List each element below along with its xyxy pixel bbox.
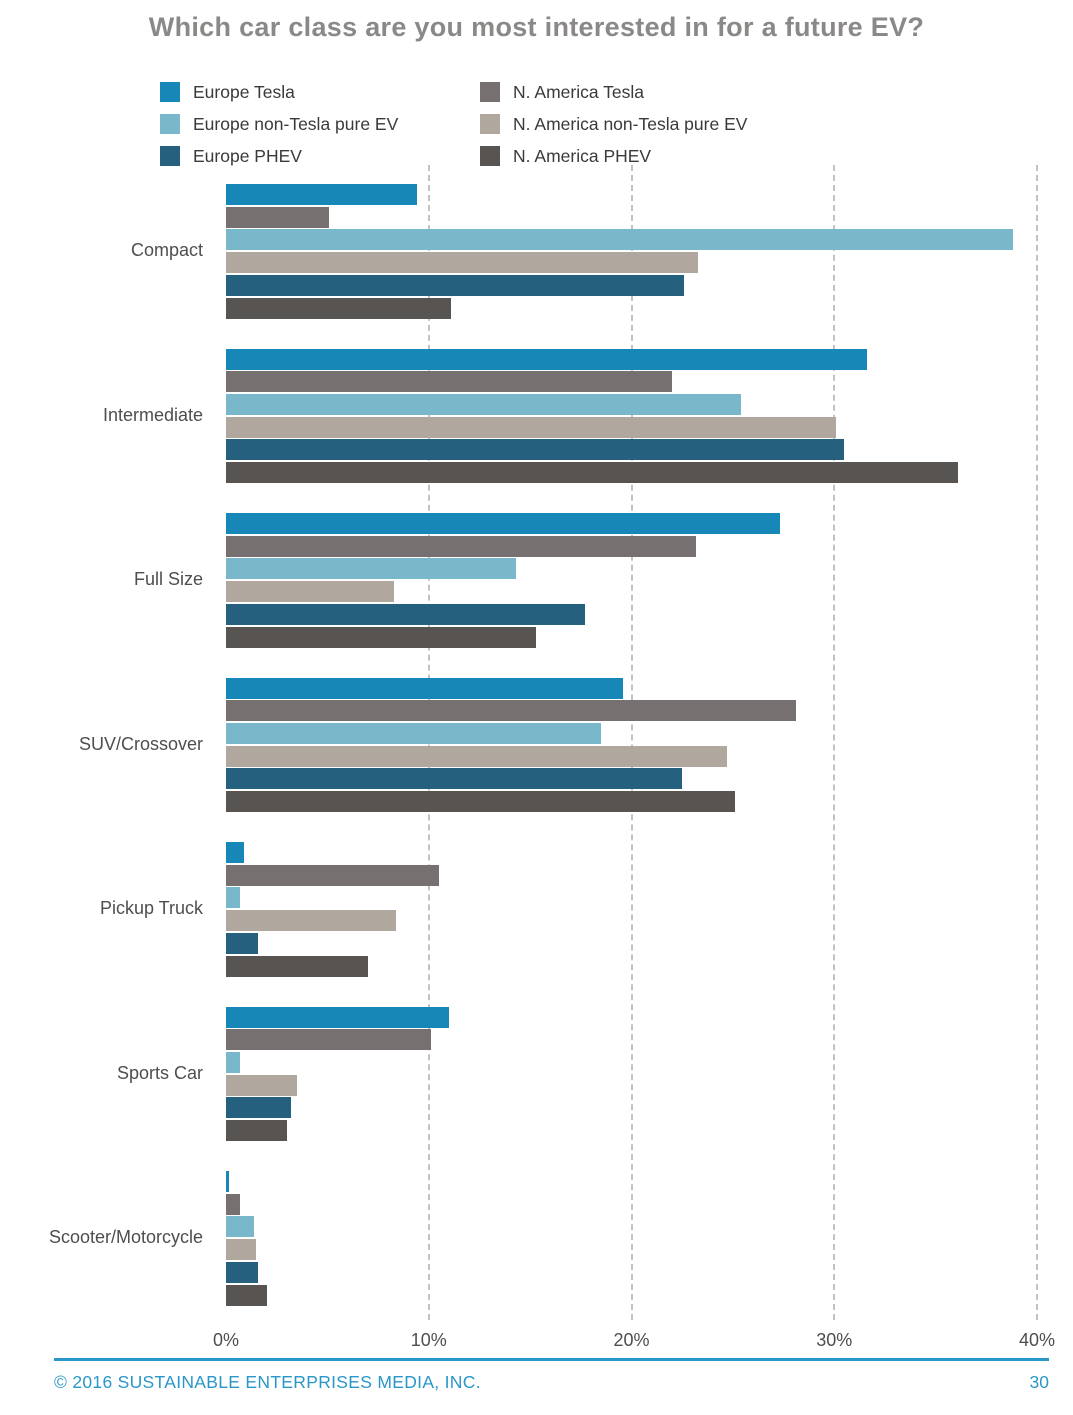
bar: [226, 910, 397, 932]
x-tick-label: 30%: [816, 1330, 853, 1350]
legend-label: N. America non-Tesla pure EV: [513, 113, 748, 134]
legend-swatch: [160, 114, 180, 134]
bar: [226, 1171, 230, 1192]
legend-item: Europe PHEV: [160, 146, 302, 166]
bar: [226, 1216, 255, 1238]
bar: [226, 184, 417, 205]
legend-item: N. America non-Tesla pure EV: [480, 114, 747, 134]
x-tick-label: 0%: [212, 1330, 239, 1350]
category-label: Scooter/Motorcycle: [48, 1227, 203, 1247]
legend-label: Europe Tesla: [193, 81, 295, 102]
bar: [226, 626, 537, 648]
x-tick-label: 20%: [613, 1330, 650, 1350]
gridline: [833, 165, 836, 1320]
legend-swatch: [160, 146, 180, 166]
bar: [226, 274, 685, 296]
x-tick-label: 10%: [410, 1330, 447, 1350]
bar: [226, 700, 796, 722]
legend-swatch: [480, 82, 500, 102]
bar: [226, 462, 958, 483]
bar: [226, 603, 585, 625]
bar: [226, 229, 1013, 251]
page-number: 30: [1029, 1372, 1049, 1392]
category-label: Full Size: [133, 569, 203, 589]
legend-label: Europe PHEV: [193, 145, 302, 166]
bar: [226, 558, 516, 580]
category-label: Intermediate: [102, 404, 203, 425]
bar: [226, 252, 699, 274]
chart-title: Which car class are you most interested …: [148, 12, 925, 42]
legend-item: N. America PHEV: [480, 146, 651, 166]
legend-label: Europe non-Tesla pure EV: [193, 113, 399, 134]
gridline: [1036, 165, 1038, 1320]
bar: [226, 1193, 241, 1215]
bar: [226, 393, 741, 415]
bar: [226, 768, 683, 790]
bar: [226, 1120, 287, 1141]
bar: [226, 371, 673, 393]
bar: [226, 791, 735, 812]
bar: [226, 955, 368, 977]
bar: [226, 581, 395, 603]
bar: [226, 535, 697, 557]
bar: [226, 1239, 257, 1261]
bar: [226, 206, 330, 228]
legend-item: Europe non-Tesla pure EV: [160, 114, 398, 134]
bar: [226, 932, 259, 954]
bar: [226, 842, 245, 863]
bar: [226, 1006, 450, 1028]
category-label: Sports Car: [116, 1062, 203, 1083]
category-label: SUV/Crossover: [78, 733, 203, 754]
bar: [226, 1284, 267, 1306]
bar: [226, 722, 602, 744]
legend-label: N. America PHEV: [513, 145, 652, 166]
bar: [226, 745, 727, 767]
footer-divider: [54, 1358, 1049, 1361]
bar: [226, 1074, 297, 1096]
legend-item: N. America Tesla: [480, 82, 644, 102]
bar: [226, 297, 452, 319]
bar: [226, 677, 624, 699]
legend-item: Europe Tesla: [160, 82, 295, 102]
bar: [226, 348, 867, 370]
category-label: Compact: [130, 240, 203, 260]
bar: [226, 513, 780, 534]
category-label: Pickup Truck: [99, 898, 203, 918]
bar: [226, 439, 845, 461]
footer-copyright: © 2016 SUSTAINABLE ENTERPRISES MEDIA, IN…: [54, 1372, 481, 1392]
legend-swatch: [480, 146, 500, 166]
gridline: [630, 165, 633, 1320]
bar: [226, 1261, 259, 1283]
bar: [226, 416, 837, 438]
bar: [226, 887, 241, 909]
legend-swatch: [480, 114, 500, 134]
x-tick-label: 40%: [1018, 1330, 1056, 1350]
bar: [226, 864, 439, 886]
bar: [226, 1097, 291, 1119]
legend-label: N. America Tesla: [513, 81, 644, 102]
plot-area: [226, 165, 1038, 1320]
bar: [226, 1029, 431, 1051]
legend-swatch: [160, 82, 180, 102]
bar: [226, 1051, 241, 1073]
